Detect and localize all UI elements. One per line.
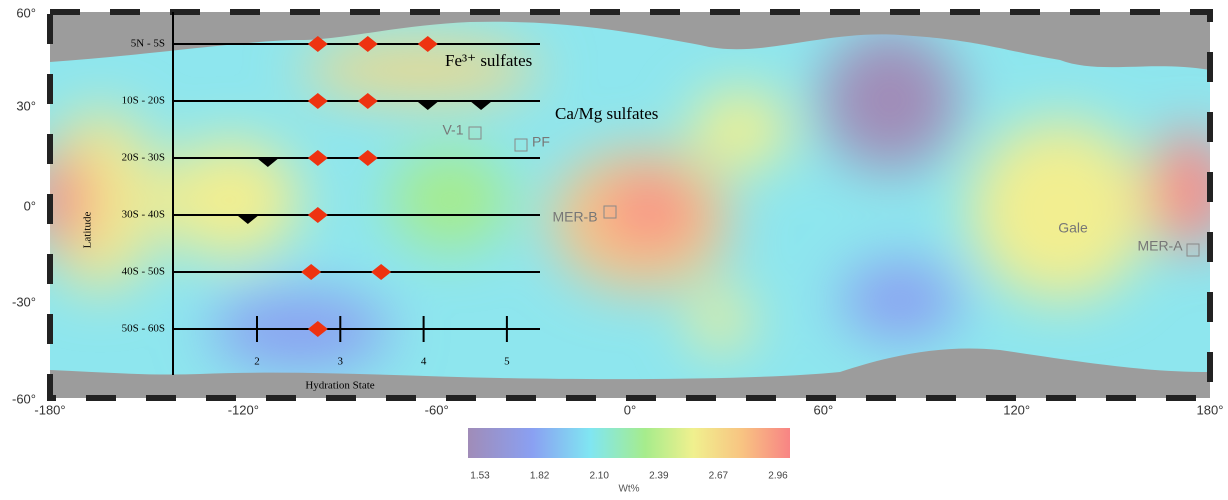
lat-label: 0° [24,198,36,213]
lon-label: -180° [34,402,65,417]
colorbar-tick-label: 2.96 [768,471,788,482]
colorbar-tick-label: 1.82 [530,471,550,482]
y-label: Latitude [82,212,94,249]
row-label: 50S - 60S [122,323,165,335]
colorbar-tick-label: 2.67 [709,471,729,482]
lat-label: -30° [12,294,36,309]
camg-label: Ca/Mg sulfates [555,104,658,123]
fe-label: Fe³⁺ sulfates [445,51,532,70]
lon-label: 0° [624,402,636,417]
site-label: PF [532,134,550,150]
hydration-tick-label: 2 [254,356,260,368]
row-label: 30S - 40S [122,209,165,221]
site-label: MER-B [552,209,597,225]
row-label: 20S - 30S [122,152,165,164]
colorbar [468,428,790,458]
lon-label: 120° [1003,402,1030,417]
hydration-tick-label: 5 [504,356,510,368]
hydration-tick-label: 3 [338,356,344,368]
map-image [30,12,1228,398]
site-label: V-1 [442,122,463,138]
hydration-tick-label: 4 [421,356,427,368]
lat-label: -60° [12,391,36,406]
lat-label: 60° [16,5,36,20]
x-label: Hydration State [305,380,374,392]
colorbar-tick-label: 2.39 [649,471,669,482]
lon-label: -60° [425,402,449,417]
lon-label: -120° [228,402,259,417]
figure: Fe³⁺ sulfates Ca/Mg sulfates Hydration S… [0,0,1228,495]
lat-label: 30° [16,98,36,113]
row-label: 40S - 50S [122,266,165,278]
site-label: Gale [1058,220,1088,236]
colorbar-tick-label: 1.53 [470,471,490,482]
row-label: 10S - 20S [122,95,165,107]
colorbar-unit: Wt% [618,484,639,495]
row-label: 5N - 5S [131,38,165,50]
site-label: MER-A [1137,238,1183,254]
lon-label: 180° [1197,402,1224,417]
colorbar-tick-label: 2.10 [589,471,609,482]
lon-label: 60° [813,402,833,417]
